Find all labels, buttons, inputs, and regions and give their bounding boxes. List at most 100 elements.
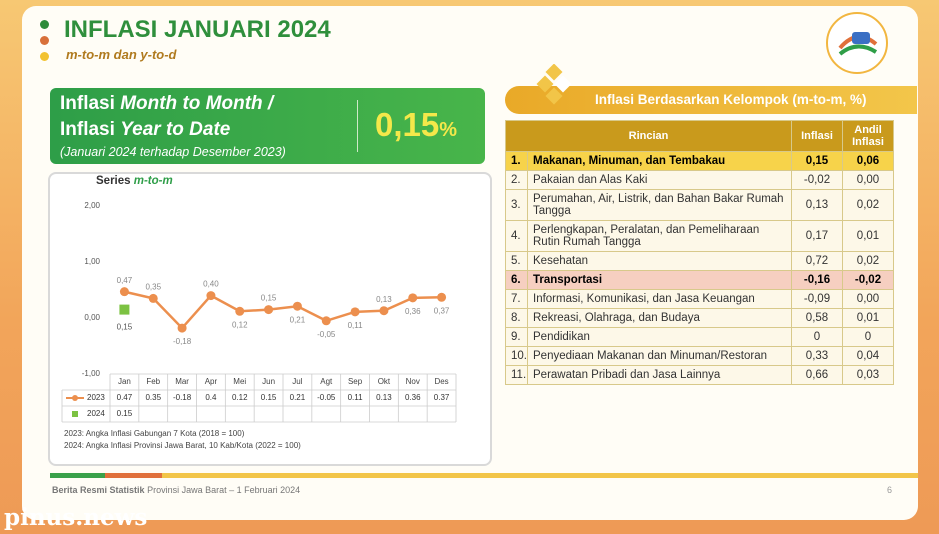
data-label: 0,47 bbox=[117, 276, 133, 285]
marker bbox=[379, 306, 389, 316]
text: Year to Date bbox=[120, 119, 231, 140]
table-value: 0.13 bbox=[376, 393, 392, 402]
footer: Berita Resmi Statistik Provinsi Jawa Bar… bbox=[52, 485, 300, 495]
y-tick-label: -1,00 bbox=[82, 369, 101, 378]
row-label: Rekreasi, Olahraga, dan Budaya bbox=[527, 308, 792, 328]
x-tick-label: Feb bbox=[146, 377, 160, 386]
watermark: pinus.news bbox=[4, 504, 148, 531]
table-row: 9. Pendidikan 0 0 bbox=[505, 327, 894, 347]
page-number: 6 bbox=[887, 485, 893, 495]
row-number: 9. bbox=[505, 327, 528, 347]
cell: 0,72 bbox=[791, 251, 843, 271]
table-row: 6. Transportasi -0,16 -0,02 bbox=[505, 270, 894, 290]
column-header: Rincian bbox=[505, 120, 792, 152]
table-value: 0.12 bbox=[232, 393, 248, 402]
y-tick-label: 2,00 bbox=[84, 201, 100, 210]
row-label: Perumahan, Air, Listrik, dan Bahan Bakar… bbox=[527, 189, 792, 221]
row-label: Informasi, Komunikasi, dan Jasa Keuangan bbox=[527, 289, 792, 309]
table-value: 0.11 bbox=[348, 393, 364, 402]
cell: 0,15 bbox=[791, 151, 843, 171]
cell: 0 bbox=[791, 327, 843, 347]
banner-value: 0,15% bbox=[375, 106, 457, 144]
row-number: 2. bbox=[505, 170, 528, 190]
data-label: 0,37 bbox=[434, 306, 450, 315]
marker bbox=[408, 293, 418, 303]
banner-note: (Januari 2024 terhadap Desember 2023) bbox=[60, 145, 286, 159]
x-tick-label: Sep bbox=[348, 377, 363, 386]
marker bbox=[206, 291, 216, 301]
table-row: 2. Pakaian dan Alas Kaki -0,02 0,00 bbox=[505, 170, 894, 190]
row-number: 5. bbox=[505, 251, 528, 271]
marker bbox=[264, 305, 274, 315]
chart-note: 2023: Angka Inflasi Gabungan 7 Kota (201… bbox=[64, 429, 245, 438]
row-number: 1. bbox=[505, 151, 528, 171]
y-tick-label: 0,00 bbox=[84, 313, 100, 322]
row-number: 6. bbox=[505, 270, 528, 290]
logo bbox=[826, 12, 888, 74]
data-label: 0,12 bbox=[232, 320, 248, 329]
table-row: 7. Informasi, Komunikasi, dan Jasa Keuang… bbox=[505, 289, 894, 309]
table-value: -0.05 bbox=[317, 393, 336, 402]
x-tick-label: Jul bbox=[292, 377, 302, 386]
row-number: 4. bbox=[505, 220, 528, 252]
cell: 0,66 bbox=[791, 365, 843, 385]
table-row: 4. Perlengkapan, Peralatan, dan Pemelihar… bbox=[505, 220, 894, 252]
table-value: 0.36 bbox=[405, 393, 421, 402]
bullet bbox=[40, 20, 49, 29]
row-label: Transportasi bbox=[527, 270, 792, 290]
row-label: Penyediaan Makanan dan Minuman/Restoran bbox=[527, 346, 792, 366]
marker bbox=[437, 292, 447, 302]
cell: 0,02 bbox=[842, 189, 894, 221]
row-label: Pendidikan bbox=[527, 327, 792, 347]
data-label: 0,15 bbox=[117, 323, 133, 332]
x-tick-label: Nov bbox=[406, 377, 420, 386]
table-value: 0.47 bbox=[117, 393, 133, 402]
cell: -0,02 bbox=[842, 270, 894, 290]
title: INFLASI JANUARI 2024 bbox=[64, 16, 331, 43]
cell: -0,02 bbox=[791, 170, 843, 190]
table-header-bar bbox=[505, 86, 917, 114]
footer-line bbox=[50, 473, 105, 478]
marker bbox=[350, 307, 360, 317]
marker bbox=[148, 293, 158, 303]
cell: 0,17 bbox=[791, 220, 843, 252]
cell: 0,33 bbox=[791, 346, 843, 366]
line bbox=[124, 290, 442, 330]
value: 0,15 bbox=[375, 106, 440, 143]
marker bbox=[235, 306, 245, 316]
text: Series bbox=[96, 175, 131, 187]
table-row: 1. Makanan, Minuman, dan Tembakau 0,15 0,06 bbox=[505, 151, 894, 171]
cell: 0,00 bbox=[842, 170, 894, 190]
row-label: Kesehatan bbox=[527, 251, 792, 271]
cell: 0,58 bbox=[791, 308, 843, 328]
table-row: 5. Kesehatan 0,72 0,02 bbox=[505, 251, 894, 271]
table-value: -0.18 bbox=[173, 393, 192, 402]
x-tick-label: Jan bbox=[118, 377, 131, 386]
text: Inflasi bbox=[60, 93, 115, 114]
cell: 0,00 bbox=[842, 289, 894, 309]
table-title: Inflasi Berdasarkan Kelompok (m-to-m, %) bbox=[595, 92, 867, 107]
footer-source: Berita Resmi Statistik bbox=[52, 485, 145, 495]
data-label: 0,21 bbox=[290, 315, 306, 324]
table-value: 0.15 bbox=[117, 409, 133, 418]
column-header: Inflasi bbox=[791, 120, 843, 152]
table-body: 1. Makanan, Minuman, dan Tembakau 0,15 0,06… bbox=[505, 151, 894, 385]
row-number: 3. bbox=[505, 189, 528, 221]
data-label: 0,36 bbox=[405, 307, 421, 316]
table-value: 0.37 bbox=[434, 393, 450, 402]
row-number: 10. bbox=[505, 346, 528, 366]
cell: 0,02 bbox=[842, 251, 894, 271]
marker bbox=[321, 316, 331, 326]
footer-text: Provinsi Jawa Barat – 1 Februari 2024 bbox=[147, 485, 301, 495]
text: Inflasi bbox=[60, 119, 115, 140]
cell: -0,16 bbox=[791, 270, 843, 290]
cell: 0,01 bbox=[842, 308, 894, 328]
table-value: 0.15 bbox=[261, 393, 277, 402]
data-label: -0,18 bbox=[173, 337, 192, 346]
legend-label: 2023 bbox=[87, 393, 105, 402]
bullet bbox=[40, 36, 49, 45]
footer-line bbox=[50, 473, 918, 478]
chart-box bbox=[48, 172, 492, 466]
table-row: 10. Penyediaan Makanan dan Minuman/Restor… bbox=[505, 346, 894, 366]
